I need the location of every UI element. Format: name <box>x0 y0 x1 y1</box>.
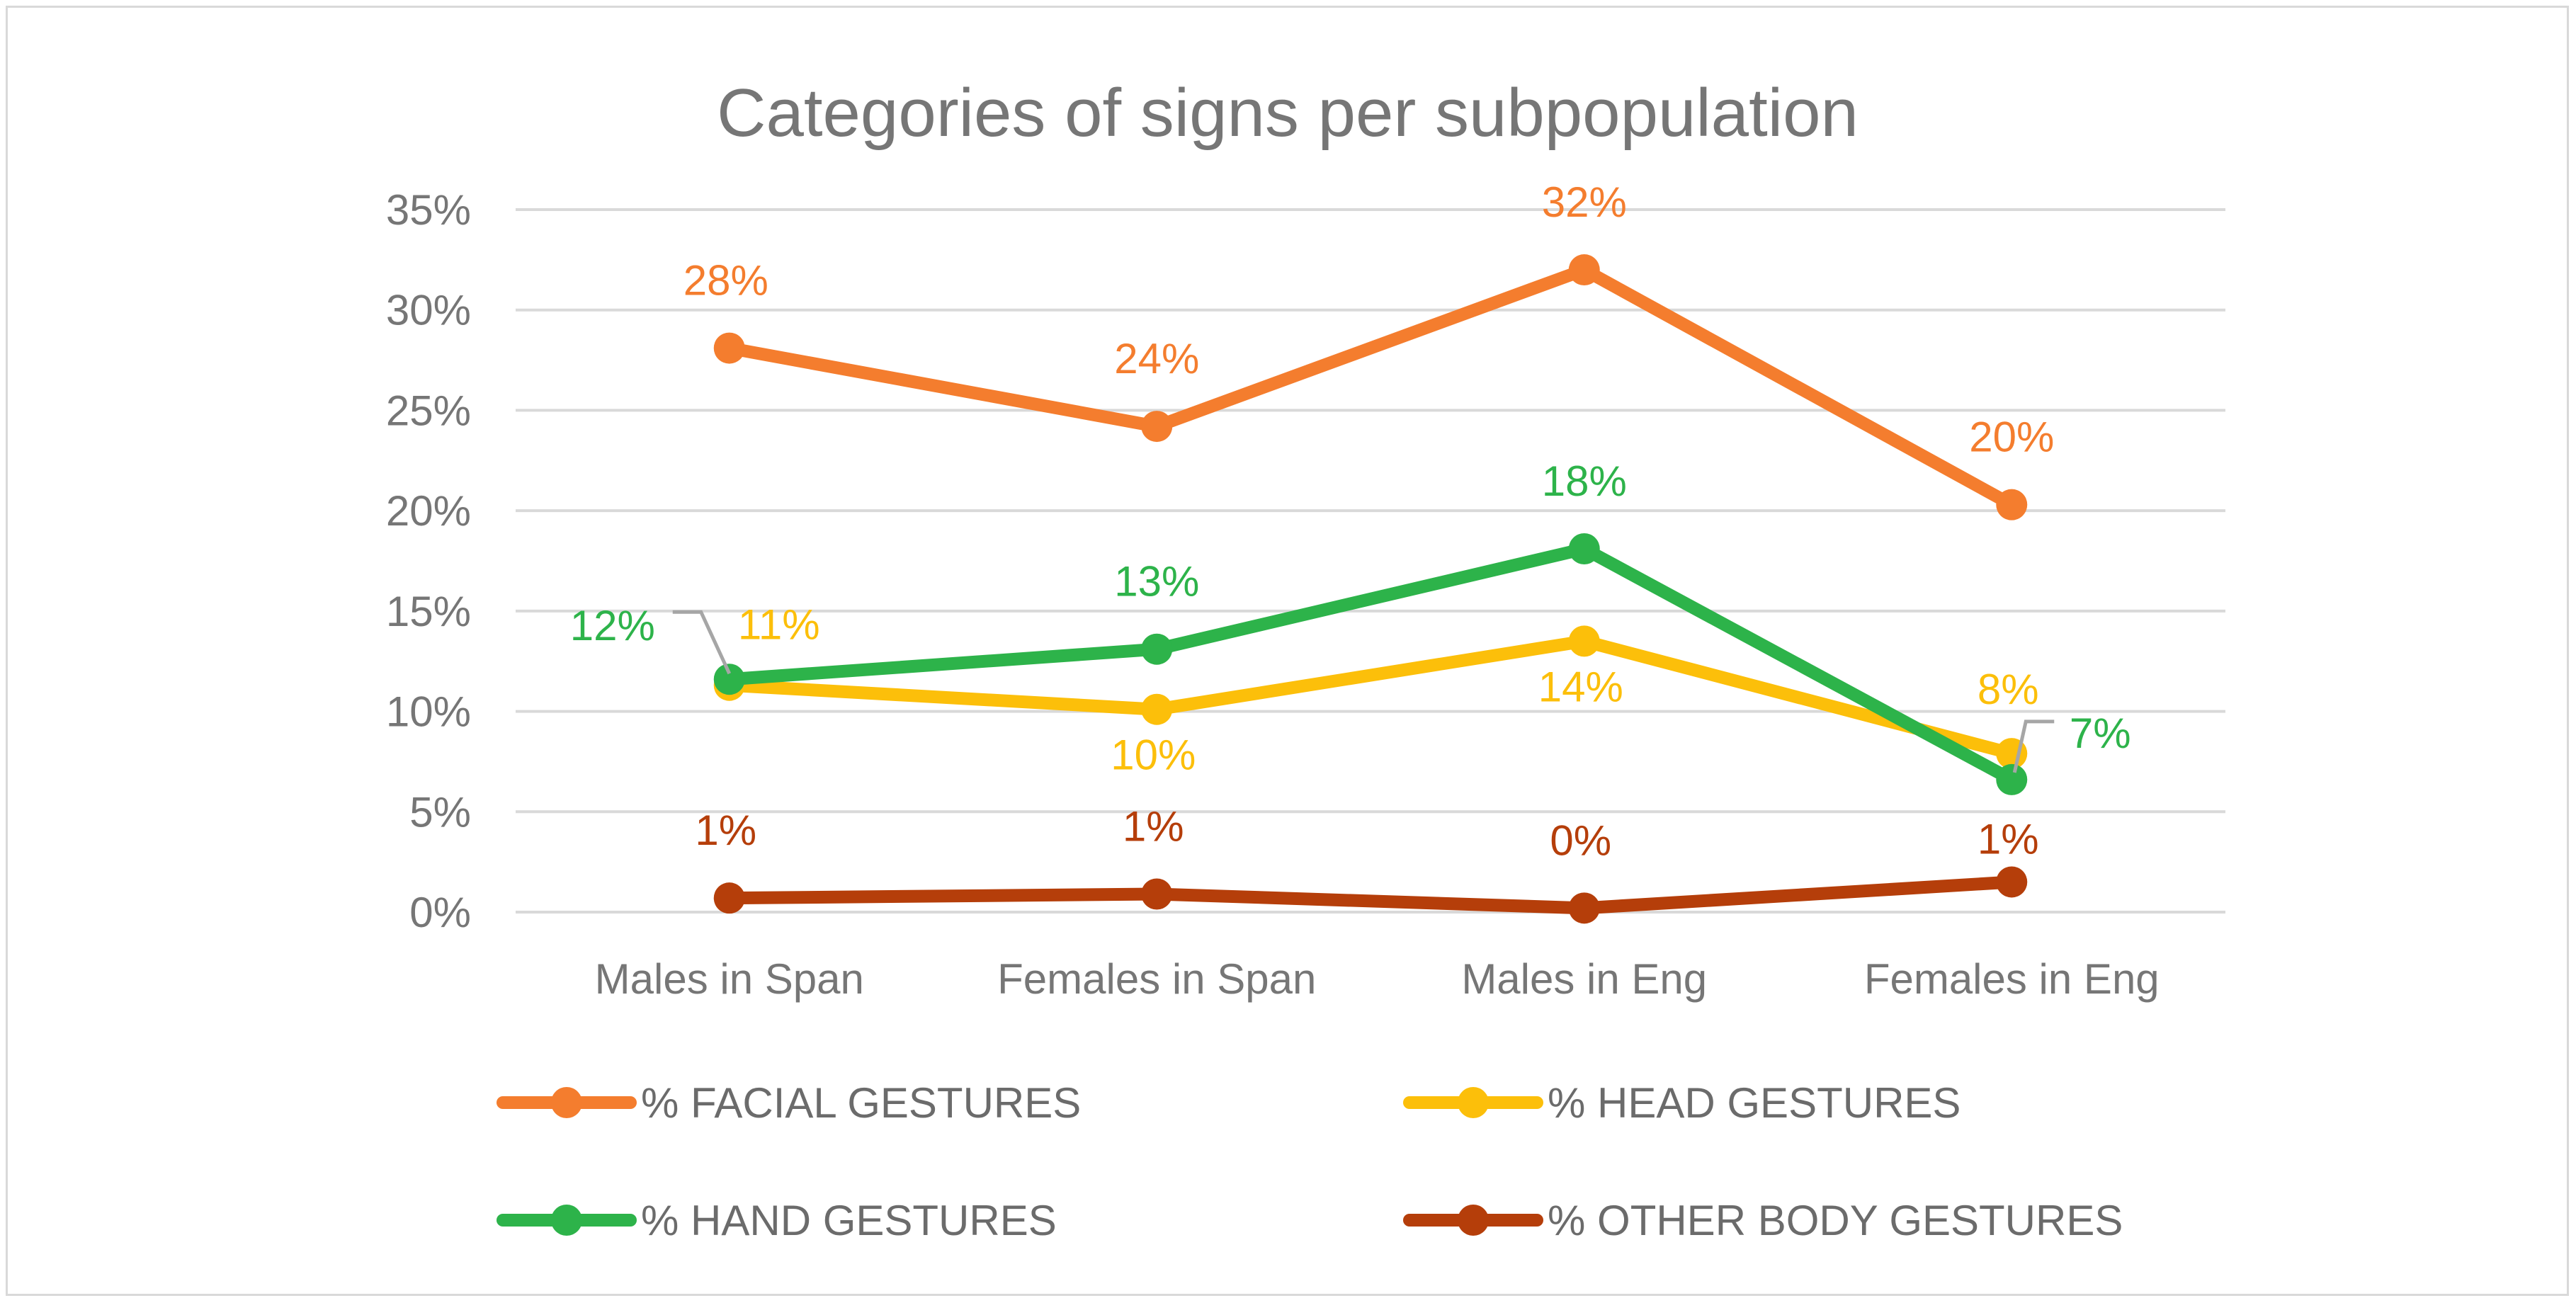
data-label: 24% <box>1114 335 1199 382</box>
x-axis-ticks: Males in Span Females in Span Males in Eng… <box>595 955 2160 1003</box>
series-line <box>722 542 2019 786</box>
data-point <box>1141 878 1173 910</box>
legend-item: % HEAD GESTURES <box>1403 1079 1961 1127</box>
y-tick-label: 15% <box>386 588 471 635</box>
data-label: 1% <box>1123 802 1184 850</box>
data-point <box>713 882 745 914</box>
data-label: 28% <box>683 257 768 305</box>
series-lines <box>713 254 2028 924</box>
data-label: 1% <box>695 807 756 854</box>
series <box>713 533 2028 795</box>
legend-label: % HAND GESTURES <box>641 1197 1057 1244</box>
y-tick-label: 30% <box>386 287 471 334</box>
y-tick-label: 35% <box>386 186 471 234</box>
data-label: 20% <box>1969 414 2054 461</box>
y-tick-label: 10% <box>386 688 471 736</box>
legend-swatch-marker <box>551 1087 582 1118</box>
series-line <box>722 263 2019 511</box>
y-tick-label: 25% <box>386 387 471 434</box>
data-label: 18% <box>1542 457 1627 505</box>
leader-line <box>672 610 732 675</box>
x-tick-label: Males in Span <box>595 955 864 1003</box>
x-tick-label: Males in Eng <box>1461 955 1707 1003</box>
y-tick-label: 20% <box>386 487 471 535</box>
data-point <box>1568 254 1600 286</box>
data-point <box>1141 693 1173 725</box>
legend-swatch-marker <box>1458 1205 1489 1236</box>
y-tick-label: 5% <box>409 788 471 836</box>
data-label: 12% <box>570 602 655 649</box>
data-label: 8% <box>1978 666 2039 713</box>
data-label: 7% <box>2070 710 2131 757</box>
data-point <box>1996 763 2028 795</box>
legend-swatch-marker <box>551 1205 582 1236</box>
data-label: 11% <box>738 601 820 649</box>
series <box>713 625 2028 770</box>
series-line <box>722 875 2019 915</box>
x-tick-label: Females in Span <box>997 955 1316 1003</box>
y-tick-label: 0% <box>409 889 471 936</box>
data-label: 10% <box>1111 732 1196 779</box>
data-point <box>1996 866 2028 898</box>
data-labels: 28% 24% 32% 20% 11% 10% 14% 8% 12% 13% 18% 7% 1% 1% 0%… <box>570 178 2131 864</box>
legend: % FACIAL GESTURES % HEAD GESTURES % HAND G… <box>497 1079 2123 1244</box>
data-label: 14% <box>1538 663 1623 710</box>
y-axis-ticks: 0% 5% 10% 15% 20% 25% 30% 35% <box>386 186 471 936</box>
series <box>713 254 2028 520</box>
series <box>713 866 2028 924</box>
legend-label: % FACIAL GESTURES <box>641 1079 1081 1127</box>
data-label: 32% <box>1542 178 1627 226</box>
legend-item: % FACIAL GESTURES <box>497 1079 1081 1127</box>
gridlines <box>516 208 2225 914</box>
data-point <box>713 664 745 695</box>
x-tick-label: Females in Eng <box>1864 955 2160 1003</box>
data-label: 0% <box>1550 816 1611 864</box>
series-line <box>722 635 2019 761</box>
data-point <box>1568 533 1600 564</box>
legend-label: % OTHER BODY GESTURES <box>1548 1197 2123 1244</box>
legend-swatch-marker <box>1458 1087 1489 1118</box>
legend-label: % HEAD GESTURES <box>1548 1079 1961 1127</box>
chart-frame <box>6 6 2569 1296</box>
leader-line <box>2012 719 2055 773</box>
data-point <box>1568 892 1600 924</box>
data-label: 13% <box>1114 558 1199 605</box>
data-point <box>1141 633 1173 665</box>
data-point <box>713 332 745 364</box>
data-point <box>1141 411 1173 443</box>
legend-item: % HAND GESTURES <box>497 1197 1057 1244</box>
legend-item: % OTHER BODY GESTURES <box>1403 1197 2123 1244</box>
data-point <box>1568 625 1600 657</box>
data-point <box>1996 489 2028 520</box>
data-label: 1% <box>1978 815 2039 863</box>
chart-title: Categories of signs per subpopulation <box>717 75 1859 151</box>
